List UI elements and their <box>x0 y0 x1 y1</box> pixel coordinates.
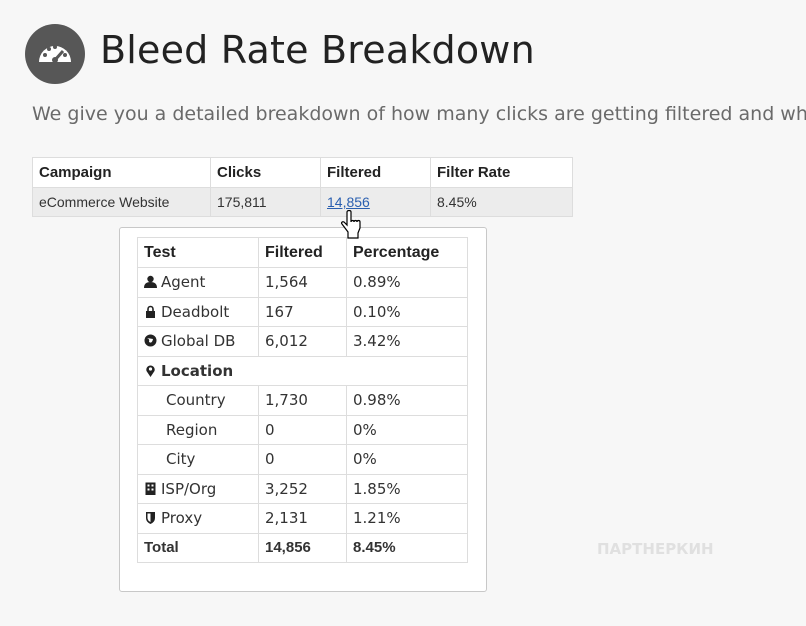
cell-text: 0.98% <box>353 391 401 410</box>
data-row: City 0 0% <box>137 444 468 475</box>
cell-text: 3.42% <box>353 332 401 351</box>
data-row: Proxy 2,131 1.21% <box>137 503 468 534</box>
cell-text: 0 <box>265 450 275 469</box>
cell: Global DB <box>137 326 259 357</box>
cell-text: Region <box>166 420 218 439</box>
data-row: Deadbolt 167 0.10% <box>137 296 468 327</box>
data-row: ISP/Org 3,252 1.85% <box>137 473 468 504</box>
cell-text: 1.21% <box>353 509 401 528</box>
cell-text: 167 <box>265 302 294 321</box>
data-row: Region 0 0% <box>137 414 468 445</box>
data-row: Global DB 6,012 3.42% <box>137 326 468 357</box>
cell: Deadbolt <box>137 296 259 327</box>
column-header: Filtered <box>258 237 347 268</box>
cell: 6,012 <box>258 326 347 357</box>
data-row: Location <box>137 355 468 386</box>
watermark: ПАРТНЕРКИН <box>597 540 714 558</box>
row-icon <box>145 482 156 495</box>
cell: Region <box>137 414 259 445</box>
cell-text: 2,131 <box>265 509 308 528</box>
cell: Total <box>137 532 259 563</box>
filtered-link[interactable]: 14,856 <box>327 194 370 210</box>
data-row: Country 1,730 0.98% <box>137 385 468 416</box>
data-row: Agent 1,564 0.89% <box>137 267 468 298</box>
cell-text: 0.89% <box>353 273 401 292</box>
cell: 1.85% <box>346 473 468 504</box>
cell: 14,856 <box>320 187 431 217</box>
column-header: Filtered <box>320 157 431 188</box>
header-row: Test Filtered Percentage <box>137 237 468 268</box>
campaign-table: Campaign Clicks Filtered Filter Rate eCo… <box>32 157 573 217</box>
cell: 0.89% <box>346 267 468 298</box>
cell: 0% <box>346 444 468 475</box>
cell: 1.21% <box>346 503 468 534</box>
cell: 0% <box>346 414 468 445</box>
group-cell: Location <box>137 355 468 386</box>
cell: 0 <box>258 414 347 445</box>
page-title: Bleed Rate Breakdown <box>100 28 535 72</box>
row-icon <box>144 276 157 289</box>
row-icon <box>146 365 155 377</box>
data-row: eCommerce Website 175,811 14,856 8.45% <box>32 187 573 217</box>
cell: 14,856 <box>258 532 347 563</box>
cell: 175,811 <box>210 187 321 217</box>
cell: 3.42% <box>346 326 468 357</box>
cell: 8.45% <box>346 532 468 563</box>
row-icon <box>146 512 155 525</box>
column-header: Campaign <box>32 157 211 188</box>
column-header: Filter Rate <box>430 157 573 188</box>
cell-text: Country <box>166 391 226 410</box>
cell-text: 1,564 <box>265 273 308 292</box>
column-header: Clicks <box>210 157 321 188</box>
cell-text: ISP/Org <box>161 479 217 498</box>
cell-text: Location <box>161 361 234 380</box>
cell: Country <box>137 385 259 416</box>
hand-cursor <box>341 210 361 239</box>
column-header: Test <box>137 237 259 268</box>
cell: 1,564 <box>258 267 347 298</box>
cell: 0 <box>258 444 347 475</box>
cell: City <box>137 444 259 475</box>
cell: 1,730 <box>258 385 347 416</box>
cell-text: Proxy <box>161 509 203 528</box>
cell-text: Deadbolt <box>161 302 230 321</box>
cell: Agent <box>137 267 259 298</box>
row-icon <box>146 305 155 318</box>
logo-icon <box>25 24 85 84</box>
cell: 0.10% <box>346 296 468 327</box>
header-row: Campaign Clicks Filtered Filter Rate <box>32 157 573 188</box>
row-icon <box>144 334 157 347</box>
page-subtitle: We give you a detailed breakdown of how … <box>32 103 806 125</box>
cell: 0.98% <box>346 385 468 416</box>
cell: Proxy <box>137 503 259 534</box>
cell: 2,131 <box>258 503 347 534</box>
cell-text: 3,252 <box>265 479 308 498</box>
cell-text: Agent <box>161 273 206 292</box>
cell: 167 <box>258 296 347 327</box>
cell-text: 0% <box>353 420 377 439</box>
cell-text: 0% <box>353 450 377 469</box>
cell-text: 1.85% <box>353 479 401 498</box>
cell: ISP/Org <box>137 473 259 504</box>
cell-text: City <box>166 450 196 469</box>
cell-text: 1,730 <box>265 391 308 410</box>
cell-text: 6,012 <box>265 332 308 351</box>
cell: 3,252 <box>258 473 347 504</box>
cell-text: 0 <box>265 420 275 439</box>
breakdown-table: Test Filtered Percentage Agent 1,564 0.89%… <box>137 237 468 563</box>
gauge-icon <box>39 45 71 63</box>
breakdown-popup: Test Filtered Percentage Agent 1,564 0.89%… <box>119 227 487 592</box>
cell: eCommerce Website <box>32 187 211 217</box>
column-header: Percentage <box>346 237 468 268</box>
rows: Agent 1,564 0.89% Deadbolt 167 0.10% Global DB… <box>137 267 468 534</box>
cell-text: 0.10% <box>353 302 401 321</box>
cell-text: Global DB <box>161 332 236 351</box>
total-row: Total 14,856 8.45% <box>137 532 468 563</box>
cell: 8.45% <box>430 187 573 217</box>
